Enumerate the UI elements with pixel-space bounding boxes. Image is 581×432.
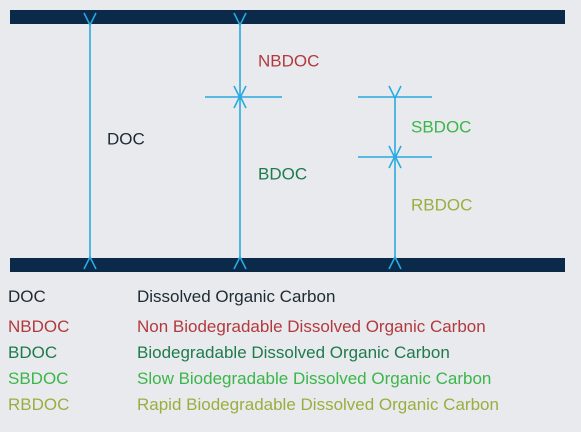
legend-full: Non Biodegradable Dissolved Organic Carb… <box>137 317 486 336</box>
legend-row: SBDOC Slow Biodegradable Dissolved Organ… <box>0 369 581 395</box>
legend-row: DOC Dissolved Organic Carbon <box>0 287 581 313</box>
legend-row: RBDOC Rapid Biodegradable Dissolved Orga… <box>0 395 581 421</box>
sbdoc-label: SBDOC <box>411 117 471 136</box>
legend-abbr: BDOC <box>8 343 58 362</box>
rbdoc-label: RBDOC <box>411 195 472 214</box>
legend-full: Dissolved Organic Carbon <box>137 287 336 306</box>
nbdoc-label: NBDOC <box>258 51 319 70</box>
bottom-bar <box>10 258 565 272</box>
top-bar <box>10 10 565 24</box>
legend-abbr: RBDOC <box>8 395 70 414</box>
legend-abbr: SBDOC <box>8 369 69 388</box>
legend-abbr: NBDOC <box>8 317 70 336</box>
doc-label: DOC <box>107 129 145 148</box>
diagram: DOC NBDOC BDOC SBDOC RBDOC <box>10 10 565 272</box>
bdoc-label: BDOC <box>258 164 307 183</box>
legend-full: Rapid Biodegradable Dissolved Organic Ca… <box>137 395 499 414</box>
legend-abbr: DOC <box>8 287 46 306</box>
legend-row: BDOC Biodegradable Dissolved Organic Car… <box>0 343 581 369</box>
legend-row: NBDOC Non Biodegradable Dissolved Organi… <box>0 317 581 343</box>
legend-full: Slow Biodegradable Dissolved Organic Car… <box>137 369 492 388</box>
legend-full: Biodegradable Dissolved Organic Carbon <box>137 343 450 362</box>
